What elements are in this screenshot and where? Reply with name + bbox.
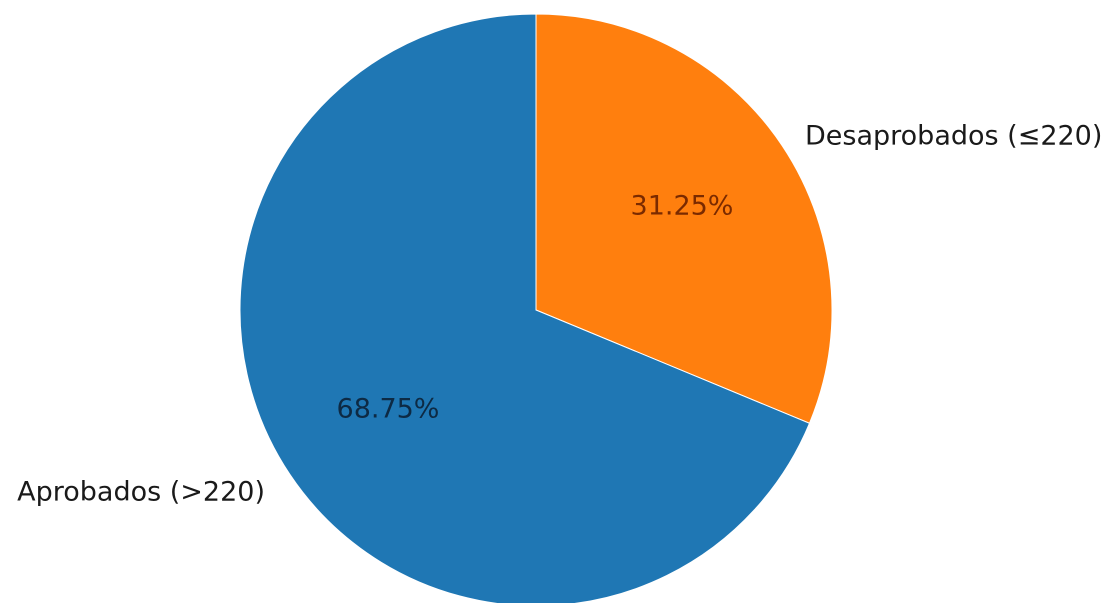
slice-percent-label-desaprobados: 31.25% [631, 191, 734, 222]
slice-category-label-aprobados: Aprobados (>220) [17, 477, 265, 508]
pie-slice-aprobados [239, 13, 811, 603]
pie-slice-desaprobados [535, 13, 833, 424]
pie-slices [239, 13, 833, 603]
slice-percent-label-aprobados: 68.75% [337, 394, 440, 425]
slice-category-label-desaprobados: Desaprobados (≤220) [805, 121, 1102, 152]
